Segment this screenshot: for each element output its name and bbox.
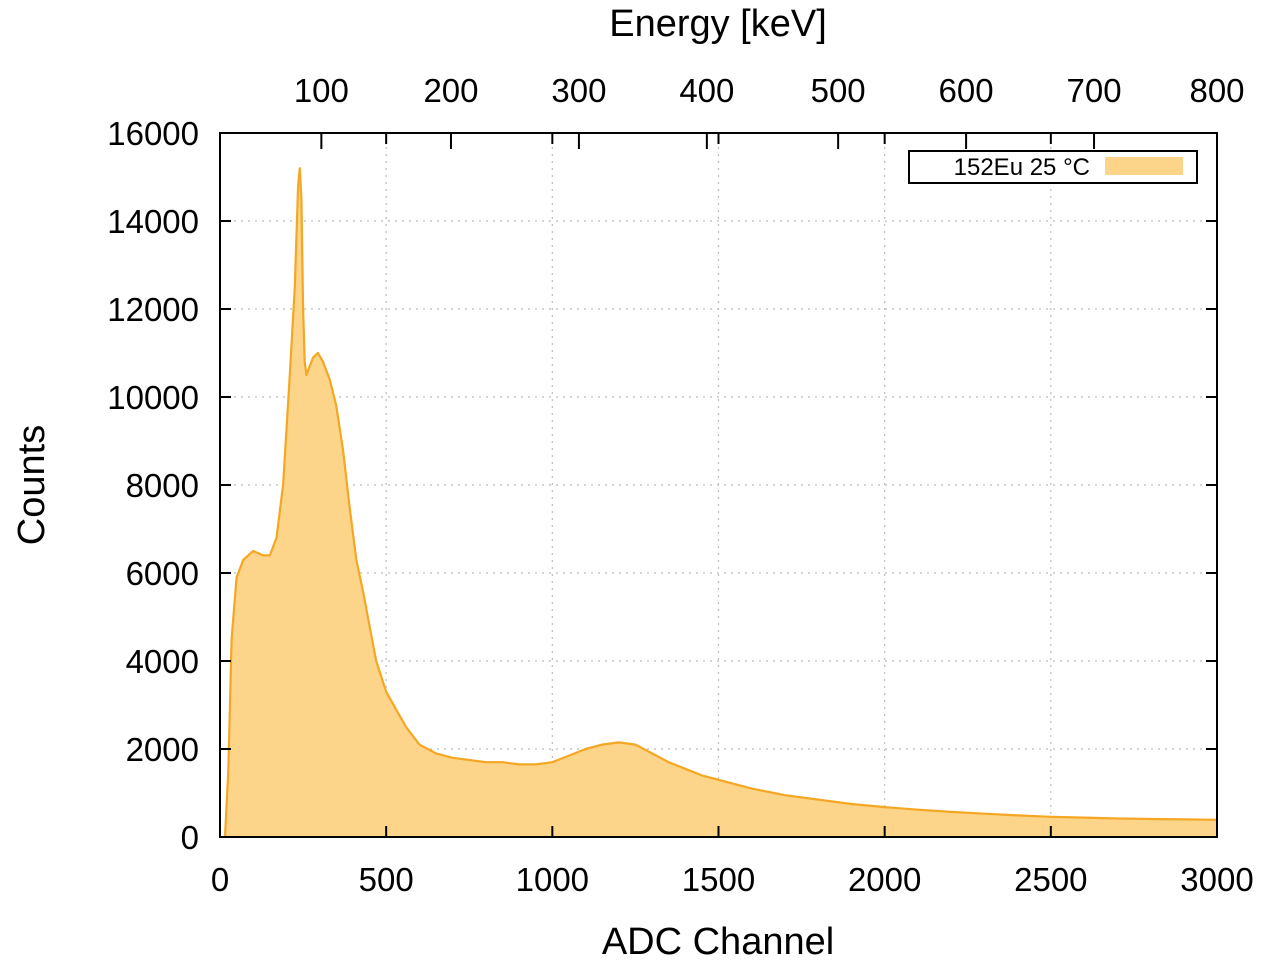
y-tick-label: 12000 bbox=[107, 291, 199, 328]
x2-tick-label: 700 bbox=[1067, 72, 1122, 109]
legend: 152Eu 25 °C bbox=[908, 150, 1198, 184]
axis-ticks bbox=[219, 132, 1218, 838]
axis-tick-labels: 0 500 1000 1500 2000 2500 3000 0 2000 4000 6000 800… bbox=[107, 72, 1253, 898]
y-tick-label: 16000 bbox=[107, 115, 199, 152]
histogram-series bbox=[223, 167, 1218, 838]
x2-tick-label: 400 bbox=[679, 72, 734, 109]
y-tick-label: 6000 bbox=[126, 555, 199, 592]
grid-lines bbox=[220, 133, 1217, 837]
y-axis-title: Counts bbox=[11, 425, 53, 545]
x-tick-label: 500 bbox=[359, 861, 414, 898]
x-axis-title: ADC Channel bbox=[602, 921, 834, 963]
y-tick-label: 2000 bbox=[126, 731, 199, 768]
x2-tick-label: 300 bbox=[551, 72, 606, 109]
x-tick-label: 3000 bbox=[1180, 861, 1253, 898]
x-tick-label: 2500 bbox=[1014, 861, 1087, 898]
x-tick-label: 1000 bbox=[516, 861, 589, 898]
y-tick-label: 10000 bbox=[107, 379, 199, 416]
x-tick-label: 2000 bbox=[848, 861, 921, 898]
x2-axis-title: Energy [keV] bbox=[609, 3, 827, 45]
y-tick-label: 14000 bbox=[107, 203, 199, 240]
y-tick-label: 0 bbox=[181, 819, 199, 856]
y-tick-label: 8000 bbox=[126, 467, 199, 504]
series-area-fill bbox=[225, 168, 1217, 837]
legend-swatch bbox=[1105, 157, 1183, 175]
x2-tick-label: 800 bbox=[1189, 72, 1244, 109]
x2-tick-label: 200 bbox=[423, 72, 478, 109]
x-tick-label: 0 bbox=[211, 861, 229, 898]
legend-label: 152Eu 25 °C bbox=[954, 154, 1090, 181]
x2-tick-label: 100 bbox=[294, 72, 349, 109]
x2-tick-label: 500 bbox=[811, 72, 866, 109]
x-tick-label: 1500 bbox=[682, 861, 755, 898]
y-tick-label: 4000 bbox=[126, 643, 199, 680]
x2-tick-label: 600 bbox=[939, 72, 994, 109]
series-line bbox=[223, 167, 1218, 838]
